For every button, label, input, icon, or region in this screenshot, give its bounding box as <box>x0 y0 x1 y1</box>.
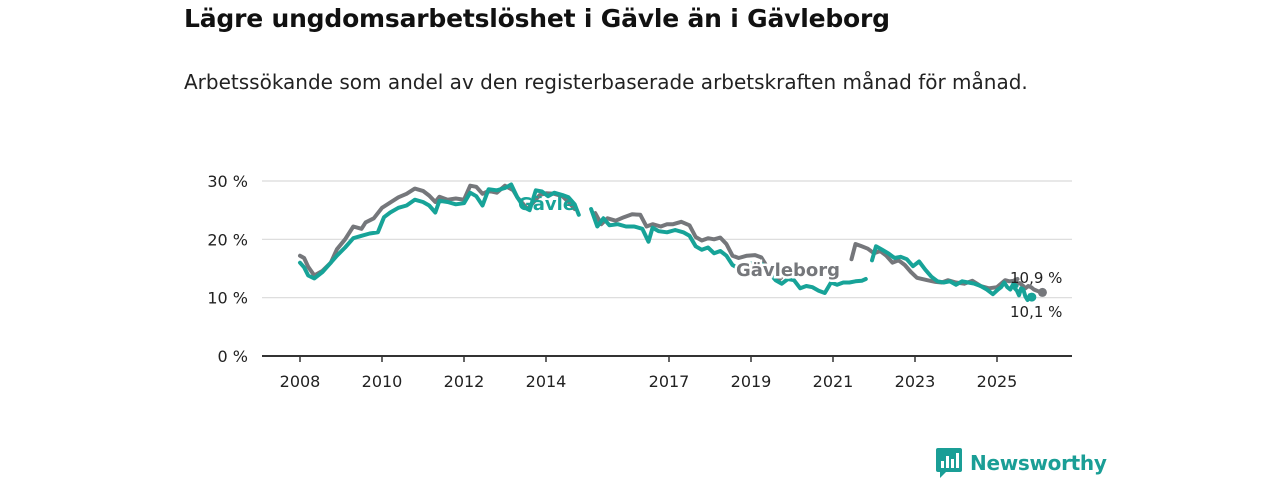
end-label-gavleborg: 10,9 % <box>1010 269 1062 287</box>
series-label-gavleborg: Gävleborg <box>736 260 840 281</box>
chart-title: Lägre ungdomsarbetslöshet i Gävle än i G… <box>184 4 890 33</box>
series-end-marker <box>1027 292 1037 302</box>
line-chart: 0 % 10 % 20 % 30 % 2008 2010 2012 2014 2017 2019 2… <box>207 172 1072 391</box>
x-tick-label: 2021 <box>813 372 854 391</box>
x-tick-label: 2023 <box>895 372 936 391</box>
x-tick-label: 2012 <box>444 372 485 391</box>
x-tick-label: 2025 <box>977 372 1018 391</box>
x-tick-label: 2010 <box>362 372 403 391</box>
chart-subtitle: Arbetssökande som andel av den registerb… <box>184 70 1028 94</box>
x-tick-label: 2017 <box>649 372 690 391</box>
brand-logo: Newsworthy <box>936 448 1107 478</box>
series-line-gavle <box>298 182 1034 302</box>
newsworthy-logo-icon <box>936 448 962 478</box>
end-label-gavle: 10,1 % <box>1010 303 1062 321</box>
brand-name: Newsworthy <box>970 451 1107 475</box>
x-tick-label: 2019 <box>731 372 772 391</box>
y-tick-label: 30 % <box>207 172 248 191</box>
y-tick-label: 20 % <box>207 230 248 249</box>
series-label-gavle: Gävle <box>518 194 575 215</box>
x-tick-label: 2008 <box>280 372 321 391</box>
y-tick-label: 10 % <box>207 289 248 308</box>
series-end-marker <box>1037 287 1047 297</box>
y-tick-label: 0 % <box>218 347 248 366</box>
x-tick-label: 2014 <box>526 372 567 391</box>
